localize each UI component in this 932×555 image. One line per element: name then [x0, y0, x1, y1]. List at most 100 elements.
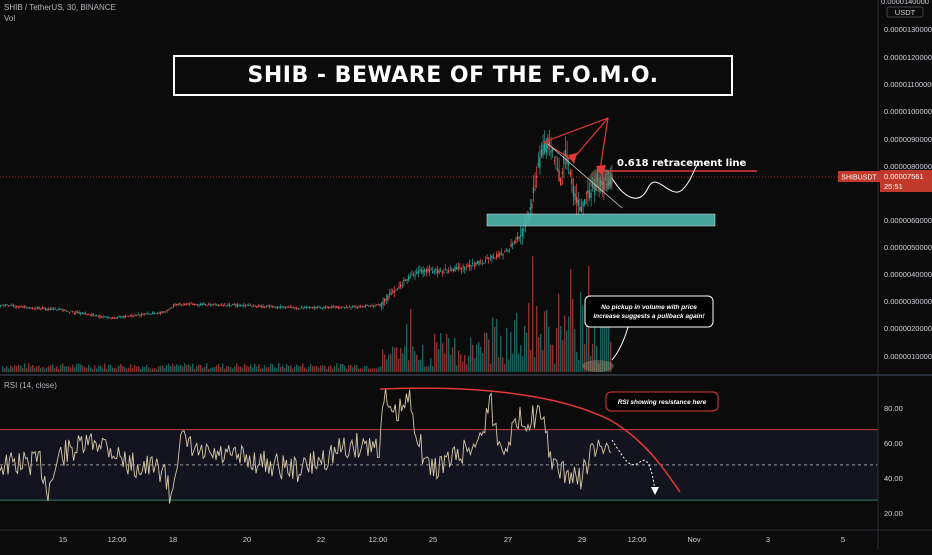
volume-bar: [570, 269, 571, 372]
volume-bar: [258, 364, 259, 372]
candle-body: [54, 309, 55, 310]
candle-body: [29, 307, 30, 308]
volume-bar: [504, 364, 505, 372]
candle-body: [405, 279, 406, 281]
volume-bar: [274, 367, 275, 372]
candle-body: [582, 202, 583, 206]
candle-body: [402, 285, 403, 286]
candle-body: [285, 307, 286, 308]
candle-body: [27, 308, 28, 309]
volume-bar: [512, 354, 513, 372]
candle-body: [562, 172, 563, 174]
volume-bar: [342, 364, 343, 372]
chart-title: SHIB - BEWARE OF THE F.O.M.O.: [173, 55, 733, 96]
volume-bar: [110, 365, 111, 372]
volume-bar: [108, 365, 109, 372]
candle-body: [472, 263, 473, 264]
candle-body: [406, 279, 407, 280]
volume-bar: [562, 340, 563, 372]
volume-bar: [112, 368, 113, 372]
rsi-note-label: RSI showing resistance here: [618, 399, 707, 406]
candle-body: [59, 309, 60, 310]
volume-bar: [198, 365, 199, 372]
volume-bar: [474, 358, 475, 372]
volume-bar: [48, 366, 49, 372]
volume-bar: [328, 366, 329, 372]
volume-bar: [36, 366, 37, 372]
candle-body: [518, 237, 519, 239]
volume-bar: [428, 366, 429, 372]
volume-bar: [524, 326, 525, 372]
candle-body: [438, 271, 439, 273]
volume-bar: [38, 366, 39, 372]
candle-body: [234, 304, 235, 305]
candle-body: [6, 305, 7, 306]
candle-body: [368, 306, 369, 307]
time-axis-label: 18: [169, 535, 177, 544]
candle-body: [123, 316, 124, 317]
volume-bar: [478, 342, 479, 372]
volume-bar: [214, 367, 215, 372]
candle-body: [162, 312, 163, 313]
candle-body: [96, 315, 97, 316]
candle-body: [482, 263, 483, 264]
candle-body: [163, 311, 164, 312]
candle-body: [122, 316, 123, 317]
volume-bar: [68, 366, 69, 372]
volume-bar: [316, 366, 317, 372]
volume-note-box[interactable]: [585, 296, 713, 327]
volume-bar: [514, 320, 515, 372]
candle-body: [250, 305, 251, 306]
volume-bar: [450, 355, 451, 372]
candle-body: [205, 304, 206, 305]
candle-body: [565, 149, 566, 155]
candle-body: [544, 143, 545, 153]
candle-body: [573, 186, 574, 196]
volume-bar: [452, 347, 453, 372]
candle-body: [237, 304, 238, 306]
volume-bar: [548, 327, 549, 372]
symbol-legend[interactable]: SHIB / TetherUS, 30, BINANCE: [4, 3, 116, 12]
volume-bar: [350, 365, 351, 372]
candle-body: [245, 305, 246, 306]
candle-body: [176, 304, 177, 305]
candle-body: [474, 265, 475, 266]
candle-body: [515, 241, 516, 243]
candle-body: [270, 306, 271, 307]
candle-body: [450, 270, 451, 271]
candle-body: [230, 306, 231, 307]
candle-body: [538, 163, 539, 166]
rsi-legend[interactable]: RSI (14, close): [4, 381, 57, 390]
volume-bar: [164, 368, 165, 372]
volume-bar: [494, 327, 495, 372]
candle-body: [546, 143, 547, 151]
volume-bar: [80, 365, 81, 372]
volume-bar: [462, 362, 463, 372]
candle-body: [126, 316, 127, 317]
volume-bar: [560, 326, 561, 372]
volume-bar: [152, 369, 153, 372]
candle-body: [154, 313, 155, 314]
support-zone[interactable]: [487, 214, 715, 226]
volume-bar: [436, 342, 437, 372]
volume-bar: [190, 366, 191, 372]
candle-body: [333, 306, 334, 307]
candle-body: [56, 310, 57, 311]
candle-body: [195, 304, 196, 305]
candle-body: [522, 228, 523, 236]
candle-body: [499, 253, 500, 256]
volume-bar: [62, 363, 63, 372]
volume-bar: [320, 366, 321, 372]
volume-legend[interactable]: Vol: [4, 14, 15, 23]
volume-bar: [338, 368, 339, 372]
volume-bar: [74, 367, 75, 372]
volume-bar: [576, 352, 577, 372]
price-axis-top-label: 0.0000140000: [881, 0, 929, 6]
volume-bar: [78, 363, 79, 372]
volume-bar: [88, 365, 89, 372]
volume-bar: [98, 366, 99, 372]
candle-body: [147, 313, 148, 314]
volume-bar: [464, 355, 465, 372]
candle-body: [80, 313, 81, 314]
candle-body: [387, 296, 388, 300]
